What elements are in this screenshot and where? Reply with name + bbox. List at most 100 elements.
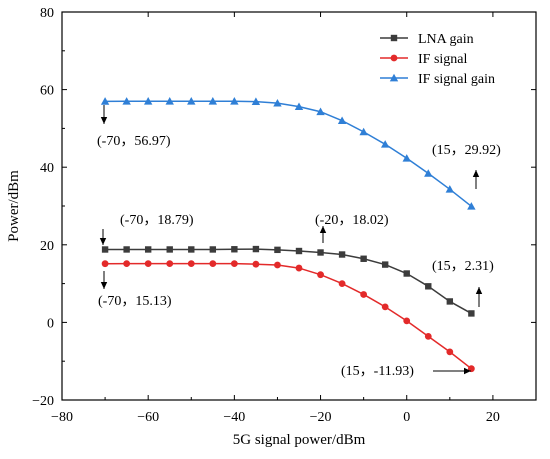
data-point [230,260,238,268]
data-point [467,365,475,373]
legend-label: IF signal [418,52,468,67]
data-point [295,247,303,255]
annotation-arrowhead [472,170,480,177]
series-line [105,100,472,207]
series-if-signal-gain [100,97,476,210]
annotation-arrowhead [464,367,471,375]
data-point [338,251,346,258]
legend-item: LNA gain [380,32,474,47]
annotation-label: (-20，18.02) [315,213,389,228]
data-point [231,246,238,253]
data-point [188,246,195,253]
annotation-label: (15，29.92) [432,143,501,158]
data-point [316,107,325,116]
data-point [338,280,346,287]
annotation-label: (-70，15.13) [98,294,172,309]
annotation-label: (15，2.31) [432,259,494,274]
data-point [144,260,152,268]
data-point [403,270,410,277]
data-point [468,310,475,317]
data-point [446,298,454,305]
data-point [425,283,432,290]
annotation-arrowhead [475,287,483,294]
annotation-arrowhead [319,226,327,233]
data-point [424,332,432,340]
data-point [274,246,281,254]
series-line [105,262,472,370]
y-tick-label: 20 [40,239,54,254]
annotation-label: (-70，56.97) [97,134,171,149]
data-point [251,97,261,105]
data-point [187,260,195,268]
data-point [467,202,476,210]
data-point [381,261,389,268]
series-if-signal [101,260,475,373]
data-point [209,246,217,253]
series-layer [100,97,476,373]
x-tick-label: −80 [51,410,73,425]
annotation-arrowhead [100,117,108,124]
data-point [295,264,303,272]
data-point [144,246,152,253]
data-point [165,97,174,105]
data-point [360,291,368,298]
data-point [360,255,367,262]
y-tick-label: 80 [40,6,54,21]
legend-marker [389,73,399,82]
legend-label: IF signal gain [418,72,495,87]
data-point [101,260,109,268]
x-tick-label: 20 [486,410,500,425]
data-point [381,303,389,311]
data-point [101,246,109,253]
series-lna-gain [101,245,475,317]
data-point [166,260,174,268]
data-point [445,185,455,193]
legend-label: LNA gain [418,32,474,47]
annotation-label: (-70，18.79) [120,213,194,228]
legend-item: IF signal [380,52,468,67]
data-point [123,260,131,268]
annotation-label: (15，-11.93) [341,364,414,379]
data-point [274,261,281,269]
annotations: (-70，56.97) (15，29.92) (-70，18.79) (-20，18.… [97,134,501,379]
data-point [380,140,390,148]
data-point [166,246,173,253]
data-point [187,97,196,105]
annotation-arrowhead [100,282,108,289]
legend-marker [390,34,398,42]
data-point [273,98,282,107]
annotation-arrows [99,105,483,375]
y-tick-label: 60 [40,84,54,99]
data-point [337,116,347,124]
data-point [317,249,324,256]
data-point [294,102,304,111]
y-tick-label: 40 [40,161,54,176]
data-point [252,245,260,253]
y-tick-label: −20 [32,394,54,409]
legend: LNA gain IF signal IF signal gain [380,32,495,87]
data-point [123,246,130,253]
axis-ticks: −80 −60 −40 −20 0 20 −20 0 20 40 60 80 [32,6,536,425]
data-point [403,317,411,325]
data-point [208,97,218,105]
legend-marker [390,54,398,62]
y-axis-title: Power/dBm [6,170,22,242]
x-tick-label: −60 [137,410,159,425]
series-line [105,248,472,315]
data-point [230,97,239,105]
x-tick-label: 0 [403,410,410,425]
data-point [402,154,411,162]
data-point [252,260,260,268]
data-point [209,260,217,268]
data-point [143,97,153,105]
x-tick-label: −40 [223,410,245,425]
legend-item: IF signal gain [380,72,495,87]
y-tick-label: 0 [47,316,54,331]
data-point [359,127,368,136]
data-point [317,271,324,279]
data-point [424,169,433,177]
data-point [446,348,454,356]
x-tick-label: −20 [310,410,332,425]
annotation-arrowhead [99,238,107,245]
